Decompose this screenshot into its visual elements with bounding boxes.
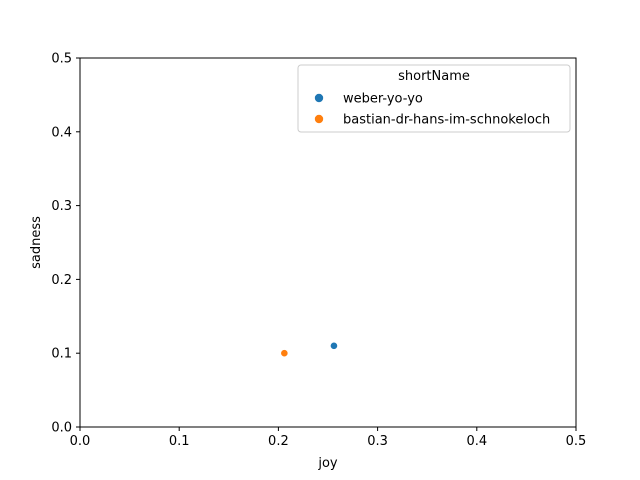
legend-title: shortName <box>398 69 470 84</box>
y-tick-label: 0.0 <box>51 421 72 436</box>
x-tick-label: 0.0 <box>70 434 91 449</box>
y-axis-label: sadness <box>29 216 44 269</box>
y-tick-label: 0.4 <box>51 125 72 140</box>
legend: shortName weber-yo-yo bastian-dr-hans-im… <box>297 64 571 133</box>
y-axis-ticks: 0.0 0.1 0.2 0.3 0.4 0.5 <box>51 52 80 436</box>
x-axis-ticks: 0.0 0.1 0.2 0.3 0.4 0.5 <box>70 427 587 449</box>
plot-frame <box>79 57 577 428</box>
x-tick-label: 0.5 <box>566 434 587 449</box>
data-points <box>280 341 338 358</box>
data-point-weber-yo-yo <box>330 341 338 350</box>
legend-box <box>297 64 571 133</box>
legend-entry-bastian: bastian-dr-hans-im-schnokeloch <box>343 113 550 128</box>
x-tick-label: 0.1 <box>169 434 190 449</box>
x-tick-label: 0.3 <box>367 434 388 449</box>
y-tick-label: 0.1 <box>51 347 72 362</box>
x-tick-label: 0.4 <box>466 434 487 449</box>
legend-marker-weber-yo-yo <box>314 93 324 103</box>
y-tick-label: 0.5 <box>51 52 72 67</box>
y-tick-label: 0.3 <box>51 199 72 214</box>
legend-entry-weber-yo-yo: weber-yo-yo <box>343 92 423 107</box>
x-tick-label: 0.2 <box>268 434 289 449</box>
legend-marker-bastian <box>314 114 324 124</box>
data-point-bastian-dr-hans-im-schnokeloch <box>280 349 289 358</box>
y-tick-label: 0.2 <box>51 273 72 288</box>
x-axis-label: joy <box>317 456 338 471</box>
